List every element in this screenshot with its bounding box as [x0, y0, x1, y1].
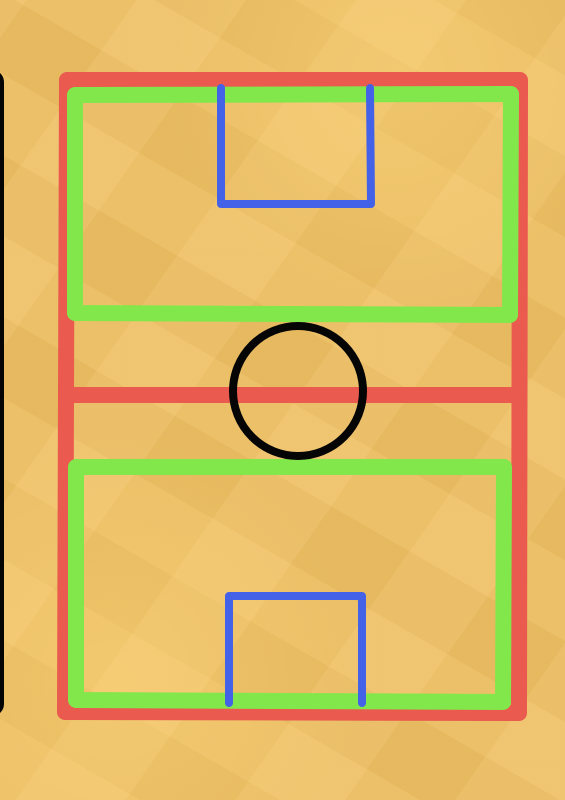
bottom-penalty-area: [68, 459, 512, 710]
top-goal-area: [217, 84, 375, 208]
bottom-goal-area: [225, 592, 366, 707]
top-penalty-area: [67, 86, 519, 323]
side-panel-edge: [0, 70, 4, 716]
field-outer-boundary: [57, 72, 528, 721]
center-circle: [229, 322, 367, 460]
